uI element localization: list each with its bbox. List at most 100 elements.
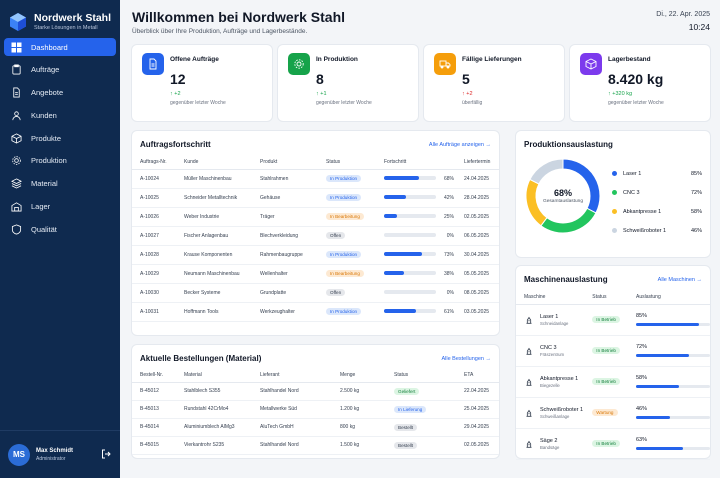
- stat-card[interactable]: Offene Aufträge 12 ↑ +2 gegenüber letzte…: [132, 45, 272, 121]
- utilization-donut: [525, 158, 601, 234]
- document-icon: [149, 58, 157, 70]
- status-badge: In Bearbeitung: [326, 213, 364, 220]
- legend-value: 85%: [690, 171, 702, 177]
- table-row[interactable]: B-45013 Rundstahl 42CrMo4 Metallwerke Sü…: [132, 400, 499, 419]
- column-header: Status: [318, 155, 376, 170]
- sidebar-nav: Dashboard Aufträge Angebote Kunden Produkte P…: [0, 38, 120, 238]
- table-row[interactable]: Laser 1 Schneidanlage In Betrieb 85%: [516, 304, 710, 336]
- arrow-up-icon: ↑: [462, 91, 467, 97]
- table-row[interactable]: CNC 3 Fräszentrum In Betrieb 72%: [516, 335, 710, 367]
- sidebar-item-dashboard[interactable]: Dashboard: [4, 38, 116, 56]
- progress-bar: [384, 271, 436, 276]
- donut-slice-laser-1[interactable]: [562, 158, 601, 214]
- status-badge: In Bearbeitung: [326, 270, 364, 277]
- progress-bar: [384, 290, 436, 295]
- purchase-supplier: Stahlhandel Nord: [252, 382, 332, 401]
- sidebar: Nordwerk Stahl Starke Lösungen in Metall…: [0, 0, 120, 478]
- column-header: Fortschritt: [376, 155, 456, 170]
- progress-bar: [384, 176, 436, 181]
- table-row[interactable]: B-45012 Stahlblech S355 Stahlhandel Nord…: [132, 382, 499, 401]
- stat-card[interactable]: In Produktion 8 ↑ +1 gegenüber letzter W…: [278, 45, 418, 121]
- table-row[interactable]: A-10029 Neumann Maschinenbau Wellenhalte…: [132, 264, 499, 284]
- table-row[interactable]: A-10024 Müller Maschinenbau Stahlrahmen …: [132, 169, 499, 189]
- table-row[interactable]: B-45014 Aluminiumblech AlMg3 AluTech Gmb…: [132, 418, 499, 437]
- order-product: Grundplatte: [252, 283, 318, 303]
- order-id: A-10026: [132, 207, 176, 227]
- stat-note: gegenüber letzter Woche: [170, 100, 226, 106]
- grid-icon: [11, 42, 21, 52]
- purchase-eta: 29.04.2025: [456, 418, 499, 437]
- table-row[interactable]: A-10031 Hoffmann Tools Werkzeughalter In…: [132, 302, 499, 322]
- purchase-material: Rundstahl 42CrMo4: [176, 400, 252, 419]
- all-purchases-link[interactable]: Alle Bestellungen →: [441, 356, 491, 362]
- legend-value: 58%: [690, 209, 702, 215]
- legend-dot: [612, 209, 617, 215]
- brand[interactable]: Nordwerk Stahl Starke Lösungen in Metall: [0, 0, 120, 36]
- warehouse-icon: [10, 201, 22, 213]
- status-badge: In Produktion: [326, 251, 362, 258]
- column-header: Bestell-Nr.: [132, 368, 176, 383]
- saw-icon: [526, 440, 532, 448]
- machine-pct: 58%: [635, 375, 647, 381]
- machine-type: Fräszentrum: [540, 351, 565, 357]
- arrow-up-icon: ↑: [608, 91, 613, 97]
- purchase-id: B-45014: [132, 418, 176, 437]
- stat-label: Offene Aufträge: [170, 56, 219, 63]
- progress-pct: 0%: [446, 232, 454, 239]
- purchase-qty: 800 kg: [332, 418, 386, 437]
- machine-name: Laser 1: [540, 313, 559, 320]
- sidebar-item-aufträge[interactable]: Aufträge: [4, 61, 116, 79]
- table-row[interactable]: A-10030 Becker Systeme Grundplatte Offen…: [132, 283, 499, 303]
- purchases-table: Bestell-Nr. Material Lieferant Menge Status E…: [132, 368, 499, 455]
- sidebar-item-lager[interactable]: Lager: [4, 198, 116, 216]
- donut-slice-schweißroboter-1[interactable]: [529, 158, 564, 185]
- order-date: 02.05.2025: [456, 207, 499, 227]
- legend-label: Abkantpresse 1: [623, 209, 662, 215]
- logout-icon[interactable]: [101, 449, 111, 459]
- warehouse-icon: [11, 202, 21, 212]
- sidebar-item-angebote[interactable]: Angebote: [4, 84, 116, 102]
- sidebar-item-qualität[interactable]: Qualität: [4, 220, 116, 238]
- sidebar-item-label: Dashboard: [31, 42, 68, 52]
- order-id: A-10025: [132, 188, 176, 208]
- stat-value: 5: [462, 71, 470, 87]
- sidebar-item-kunden[interactable]: Kunden: [4, 106, 116, 124]
- avatar[interactable]: MS: [8, 443, 30, 466]
- column-header: ETA: [456, 368, 499, 383]
- column-header: Lieferant: [252, 368, 332, 383]
- utilization-card: Produktionsauslastung 68% Gesamtauslastu…: [516, 131, 710, 257]
- machine-type: Bandsäge: [540, 444, 560, 450]
- sidebar-item-label: Qualität: [31, 224, 57, 234]
- sidebar-item-material[interactable]: Material: [4, 175, 116, 193]
- stat-card[interactable]: Lagerbestand 8.420 kg ↑ +320 kg gegenübe…: [570, 45, 710, 121]
- legend-label: Laser 1: [623, 171, 642, 177]
- order-id: A-10031: [132, 302, 176, 322]
- purchase-material: Aluminiumblech AlMg3: [176, 418, 252, 437]
- table-row[interactable]: A-10028 Krause Komponenten Rahmenbaugrup…: [132, 245, 499, 265]
- table-row[interactable]: A-10027 Fischer Anlagenbau Blechverkleid…: [132, 226, 499, 246]
- arrow-up-icon: ↑: [316, 91, 321, 97]
- purchase-qty: 1.500 kg: [332, 436, 386, 455]
- main-content: Willkommen bei Nordwerk Stahl Überblick …: [120, 0, 720, 478]
- sidebar-item-produkte[interactable]: Produkte: [4, 129, 116, 147]
- legend-item: Abkantpresse 1 58%: [612, 209, 702, 215]
- stat-label: Lagerbestand: [608, 56, 651, 63]
- table-row[interactable]: A-10026 Weber Industrie Träger In Bearbe…: [132, 207, 499, 227]
- table-row[interactable]: Abkantpresse 1 Biegezelle In Betrieb 58%: [516, 366, 710, 398]
- machine-pct: 63%: [635, 437, 647, 443]
- press-icon: [526, 378, 532, 386]
- progress-pct: 0%: [446, 289, 454, 296]
- stat-card[interactable]: Fällige Lieferungen 5 ↑ +2 überfällig: [424, 45, 564, 121]
- sidebar-item-produktion[interactable]: Produktion: [4, 152, 116, 170]
- all-orders-link[interactable]: Alle Aufträge anzeigen →: [428, 142, 491, 148]
- all-machines-link[interactable]: Alle Maschinen →: [657, 277, 702, 283]
- table-row[interactable]: Schweißroboter 1 Schweißanlage Wartung 46…: [516, 397, 710, 429]
- table-row[interactable]: Säge 2 Bandsäge In Betrieb 63%: [516, 428, 710, 460]
- table-row[interactable]: A-10025 Schneider Metalltechnik Gehäuse …: [132, 188, 499, 208]
- machine-name: CNC 3: [540, 344, 557, 351]
- legend-dot: [612, 190, 617, 196]
- table-row[interactable]: B-45015 Vierkantrohr S235 Stahlhandel No…: [132, 436, 499, 455]
- donut-slice-cnc-3[interactable]: [540, 207, 597, 234]
- machine-name: Säge 2: [540, 437, 558, 444]
- order-customer: Krause Komponenten: [176, 245, 252, 265]
